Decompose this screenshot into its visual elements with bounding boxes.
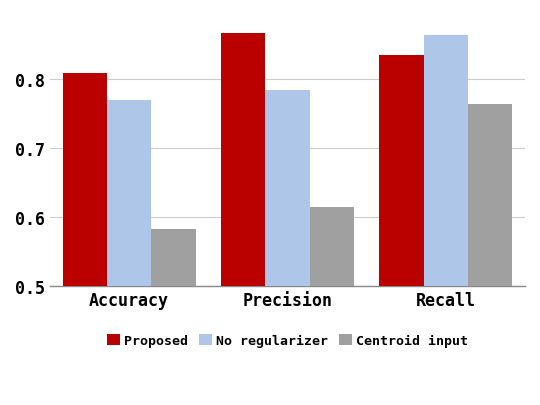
Bar [468,104,512,405]
Bar [265,91,309,405]
Bar [107,101,151,405]
Bar [63,73,107,405]
Bar [424,36,468,405]
Legend: Proposed, No regularizer, Centroid input: Proposed, No regularizer, Centroid input [102,328,473,352]
Bar [379,56,424,405]
Bar [151,230,195,405]
Bar [309,207,354,405]
Bar [221,34,265,405]
